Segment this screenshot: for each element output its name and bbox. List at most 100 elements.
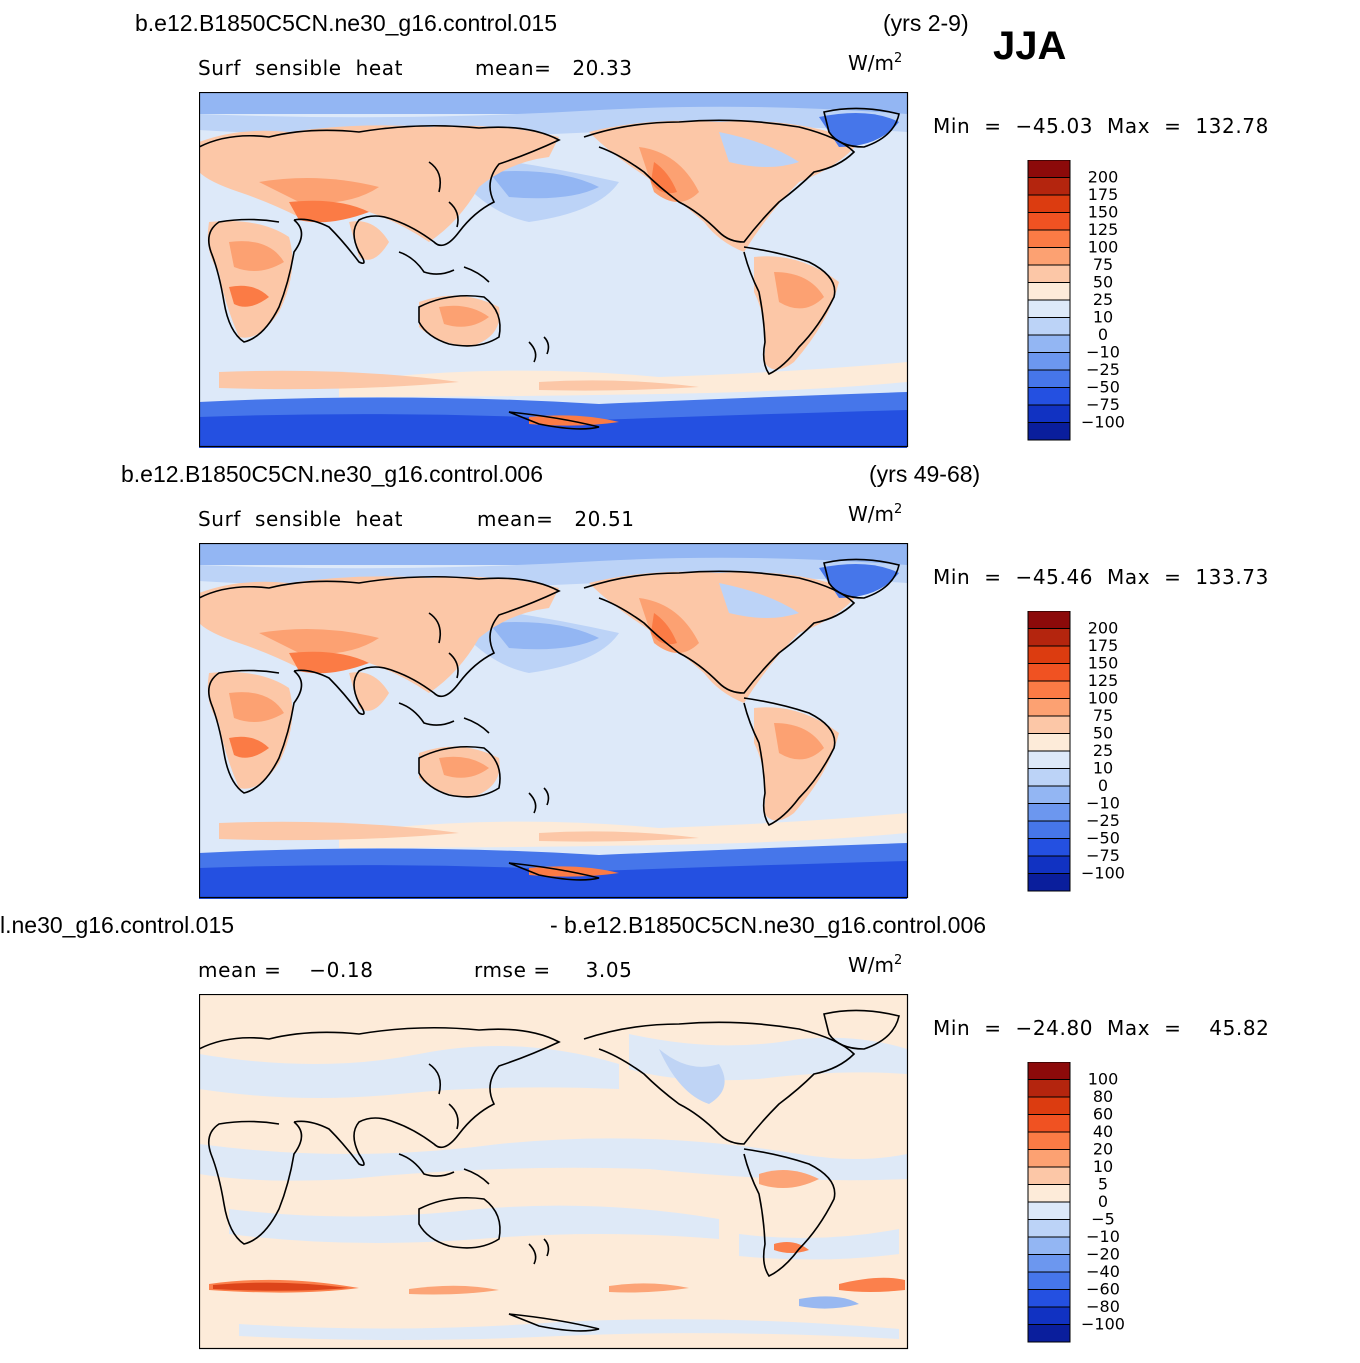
panel-1-map <box>199 92 909 448</box>
colorbar-label: −50 <box>1086 829 1120 848</box>
colorbar-label: 50 <box>1093 724 1113 743</box>
colorbar-label: 5 <box>1098 1175 1108 1194</box>
colorbar-swatch <box>1027 1289 1071 1308</box>
colorbar-swatch <box>1027 160 1071 178</box>
colorbar-label: 150 <box>1088 654 1119 673</box>
colorbar-swatch <box>1027 264 1071 283</box>
colorbar-swatch <box>1027 1114 1071 1133</box>
colorbar-swatch <box>1027 1306 1071 1325</box>
colorbar-swatch <box>1027 1062 1071 1080</box>
colorbar-swatch <box>1027 1184 1071 1203</box>
panel-3-rmse: rmse = 3.05 <box>474 958 633 982</box>
colorbar-swatch <box>1027 1131 1071 1150</box>
colorbar-label: 40 <box>1093 1122 1113 1141</box>
colorbar-label: −75 <box>1086 846 1120 865</box>
panel-1-minmax: Min = −45.03 Max = 132.78 <box>933 114 1269 138</box>
colorbar-swatch <box>1027 873 1071 892</box>
panel-3-mean: mean = −0.18 <box>198 958 374 982</box>
panel-3-right-title: - b.e12.B1850C5CN.ne30_g16.control.006 <box>550 912 987 938</box>
colorbar-swatch <box>1027 369 1071 388</box>
colorbar-label: 125 <box>1088 671 1119 690</box>
colorbar-label: 200 <box>1088 619 1119 638</box>
colorbar-label: 25 <box>1093 290 1113 309</box>
colorbar-swatch <box>1027 334 1071 353</box>
colorbar-swatch <box>1027 1166 1071 1185</box>
panel-3-map <box>199 994 909 1350</box>
colorbar-swatch <box>1027 1271 1071 1290</box>
colorbar-label: −10 <box>1086 1227 1120 1246</box>
colorbar-swatch <box>1027 352 1071 371</box>
colorbar-swatch <box>1027 698 1071 717</box>
colorbar-swatch <box>1027 177 1071 196</box>
colorbar-label: 80 <box>1093 1087 1113 1106</box>
panel-1-case-name: b.e12.B1850C5CN.ne30_g16.control.015 <box>135 10 557 36</box>
colorbar-label: −75 <box>1086 395 1120 414</box>
colorbar-swatch <box>1027 1096 1071 1115</box>
colorbar-swatch <box>1027 1219 1071 1238</box>
colorbar-swatch <box>1027 803 1071 822</box>
colorbar-label: 10 <box>1093 308 1113 327</box>
colorbar-label: 75 <box>1093 255 1113 274</box>
colorbar-swatch <box>1027 387 1071 406</box>
colorbar-label: 0 <box>1098 1192 1108 1211</box>
panel-1-units: W/m2 <box>848 51 903 75</box>
panel-2-minmax: Min = −45.46 Max = 133.73 <box>933 565 1269 589</box>
panel-2-mean: mean= 20.51 <box>477 507 635 531</box>
colorbar-label: 100 <box>1088 238 1119 257</box>
colorbar-swatch <box>1027 785 1071 804</box>
colorbar-swatch <box>1027 1079 1071 1098</box>
season-label: JJA <box>993 24 1067 68</box>
difference-field <box>199 1034 907 1340</box>
colorbar-label: −60 <box>1086 1280 1120 1299</box>
colorbar-label: −100 <box>1081 1315 1125 1334</box>
colorbar-swatch <box>1027 1201 1071 1220</box>
colorbar-label: 10 <box>1093 1157 1113 1176</box>
colorbar-label: −10 <box>1086 343 1120 362</box>
panel-3-minmax: Min = −24.80 Max = 45.82 <box>933 1016 1270 1040</box>
colorbar-label: 175 <box>1088 636 1119 655</box>
colorbar-swatch <box>1027 680 1071 699</box>
colorbar-label: −25 <box>1086 360 1120 379</box>
panel-2-years: (yrs 49-68) <box>869 461 981 487</box>
map-frame <box>199 994 909 1350</box>
colorbar-label: −100 <box>1081 864 1125 883</box>
colorbar-label: 10 <box>1093 759 1113 778</box>
panel-2-case-name: b.e12.B1850C5CN.ne30_g16.control.006 <box>121 461 543 487</box>
colorbar-swatch <box>1027 750 1071 769</box>
colorbar-swatch <box>1027 1236 1071 1255</box>
colorbar-swatch <box>1027 733 1071 752</box>
colorbar-swatch <box>1027 194 1071 213</box>
map-frame <box>199 92 909 448</box>
colorbar-label: −5 <box>1091 1210 1115 1229</box>
map-frame <box>199 543 909 899</box>
colorbar-label: 150 <box>1088 203 1119 222</box>
colorbar-swatch <box>1027 282 1071 301</box>
panel-1-variable: Surf sensible heat <box>198 56 404 80</box>
colorbar-swatch <box>1027 1324 1071 1343</box>
colorbar-label: 20 <box>1093 1140 1113 1159</box>
colorbar-label: −40 <box>1086 1262 1120 1281</box>
colorbar-swatch <box>1027 645 1071 664</box>
panel-2-variable: Surf sensible heat <box>198 507 404 531</box>
colorbar-label: 100 <box>1088 1070 1119 1089</box>
colorbar-swatch <box>1027 422 1071 441</box>
colorbar-label: 60 <box>1093 1105 1113 1124</box>
panel-2-units: W/m2 <box>848 502 903 526</box>
panel-1-mean: mean= 20.33 <box>475 56 633 80</box>
colorbar-swatch <box>1027 855 1071 874</box>
colorbar-label: 50 <box>1093 273 1113 292</box>
colorbar-label: 0 <box>1098 325 1108 344</box>
colorbar-label: −100 <box>1081 413 1125 432</box>
colorbar-swatch <box>1027 611 1071 629</box>
colorbar-swatch <box>1027 663 1071 682</box>
colorbar-swatch <box>1027 768 1071 787</box>
colorbar-label: 100 <box>1088 689 1119 708</box>
colorbar-swatch <box>1027 299 1071 318</box>
colorbar-label: 175 <box>1088 185 1119 204</box>
colorbar-swatch <box>1027 628 1071 647</box>
colorbar-swatch <box>1027 404 1071 423</box>
colorbar-label: −10 <box>1086 794 1120 813</box>
